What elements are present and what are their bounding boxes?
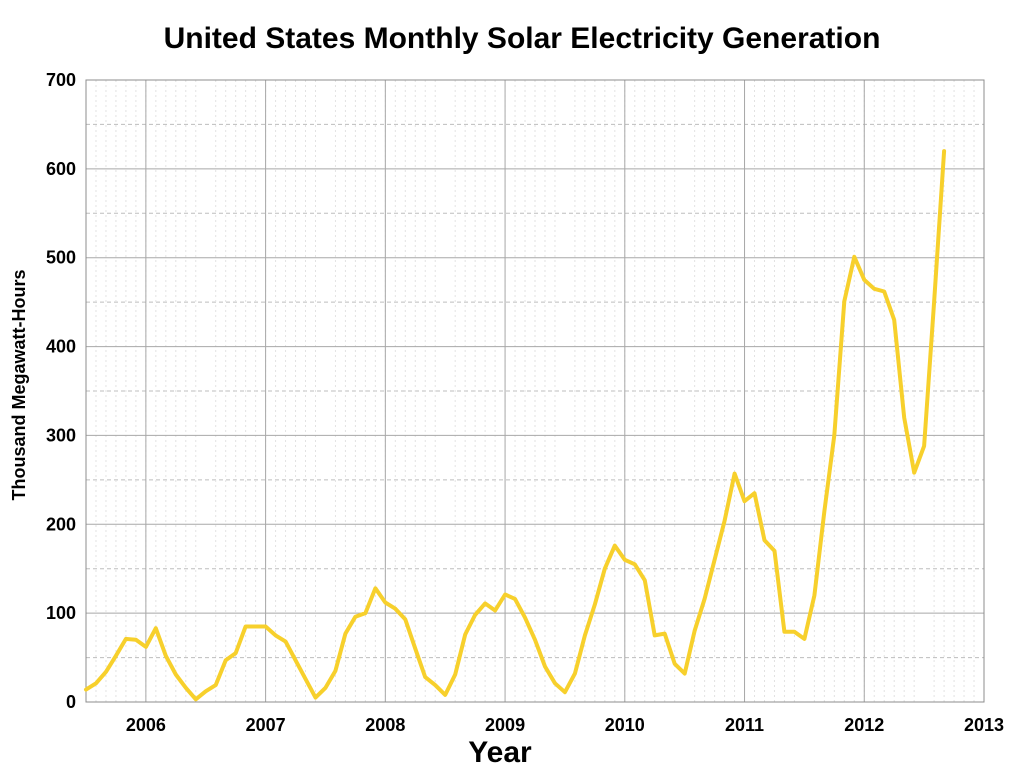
plot-border: [85, 79, 985, 703]
y-tick-label: 300: [46, 425, 76, 445]
x-tick-label: 2010: [605, 715, 645, 735]
x-tick-label: 2006: [126, 715, 166, 735]
major-gridlines: [85, 79, 985, 703]
x-tick-label: 2007: [246, 715, 286, 735]
chart-title: United States Monthly Solar Electricity …: [163, 22, 881, 55]
x-tick-label: 2013: [964, 715, 1004, 735]
y-tick-label: 700: [46, 70, 76, 90]
x-tick-label: 2012: [844, 715, 884, 735]
x-axis-ticks: 2006 2007 2008 2009 2010 2011 2012 2013: [126, 715, 1004, 735]
y-tick-label: 500: [46, 248, 76, 268]
y-axis-title: Thousand Megawatt-Hours: [9, 269, 29, 500]
x-tick-label: 2008: [365, 715, 405, 735]
y-tick-label: 0: [66, 692, 76, 712]
y-axis-ticks: 0 100 200 300 400 500 600 700: [46, 70, 76, 712]
series-line: [84, 149, 947, 702]
x-axis-title: Year: [468, 736, 532, 768]
y-tick-label: 100: [46, 603, 76, 623]
x-tick-label: 2011: [725, 715, 764, 735]
y-tick-label: 600: [46, 159, 76, 179]
y-tick-label: 400: [46, 337, 76, 357]
series-group: [84, 149, 947, 702]
y-tick-label: 200: [46, 514, 76, 534]
x-tick-label: 2009: [485, 715, 525, 735]
